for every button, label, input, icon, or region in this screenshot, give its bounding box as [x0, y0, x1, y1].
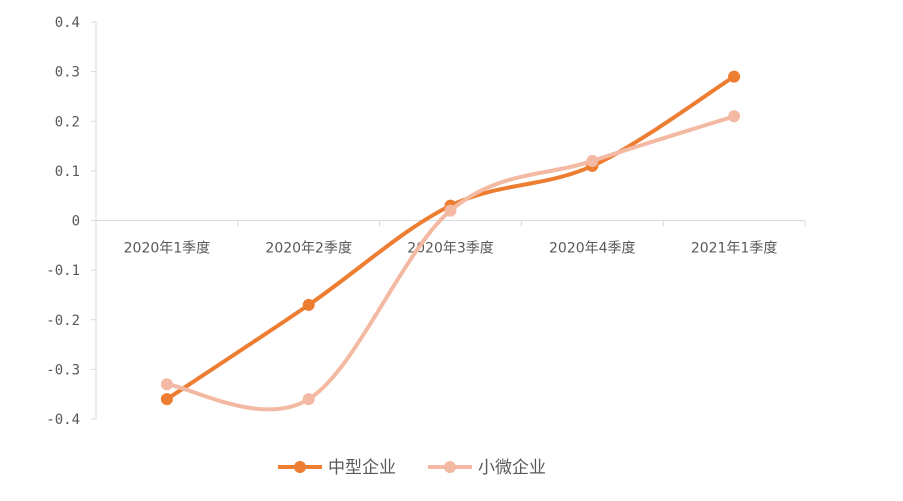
y-tick-label: 0.2: [55, 114, 80, 130]
category-label: 2021年1季度: [691, 241, 778, 257]
legend-label: 小微企业: [478, 458, 546, 478]
y-tick-label: -0.1: [46, 263, 80, 279]
y-tick-label: 0.1: [55, 164, 80, 180]
y-tick-label: 0.3: [55, 65, 80, 81]
legend-label: 中型企业: [328, 458, 396, 478]
y-tick-label: -0.3: [46, 362, 80, 378]
category-labels: 2020年1季度 2020年2季度 2020年3季度 2020年4季度 2021年1季度: [124, 241, 778, 257]
series-line: [164, 74, 737, 402]
data-point: [444, 204, 457, 217]
legend-item-1[interactable]: 中型企业: [278, 458, 396, 478]
y-tick-labels: 0.4 0.3 0.2 0.1 0 -0.1 -0.2 -0.3 -0.4: [46, 15, 80, 428]
data-point: [728, 70, 741, 83]
category-label: 2020年3季度: [407, 241, 494, 257]
data-point: [586, 154, 599, 167]
series-1: [160, 70, 741, 406]
y-tick-label: 0.4: [55, 15, 80, 31]
series-line: [164, 114, 737, 412]
data-point: [302, 393, 315, 406]
category-label: 2020年2季度: [265, 241, 352, 257]
series-layer: [160, 70, 741, 412]
legend-marker-icon: [444, 461, 456, 473]
legend: 中型企业 小微企业: [278, 458, 546, 478]
legend-item-2[interactable]: 小微企业: [428, 458, 546, 478]
category-label: 2020年1季度: [124, 241, 211, 257]
data-point: [728, 110, 741, 123]
data-point: [160, 393, 173, 406]
y-tick-label: 0: [72, 214, 80, 230]
legend-marker-icon: [294, 461, 306, 473]
y-tick-label: -0.4: [46, 412, 80, 428]
category-label: 2020年4季度: [549, 241, 636, 257]
axes: [91, 21, 806, 420]
data-point: [302, 298, 315, 311]
y-tick-label: -0.2: [46, 313, 80, 329]
series-2: [160, 110, 741, 412]
data-point: [160, 378, 173, 391]
